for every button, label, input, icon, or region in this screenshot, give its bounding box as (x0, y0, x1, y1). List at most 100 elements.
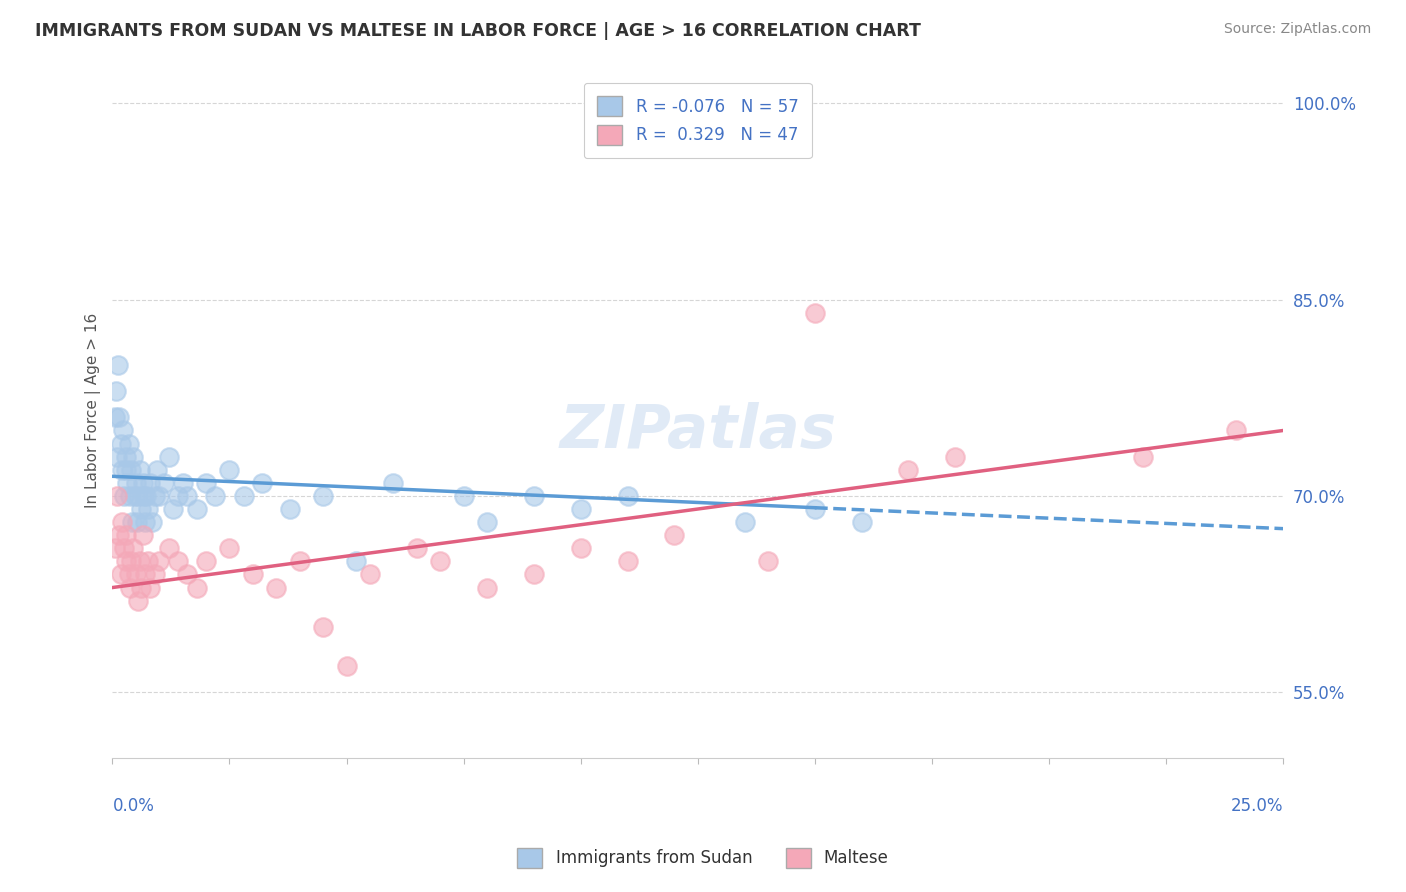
Point (186, 502, 208, 516)
Text: ZIPatlas: ZIPatlas (560, 402, 837, 461)
Point (122, 541, 145, 556)
Y-axis label: In Labor Force | Age > 16: In Labor Force | Age > 16 (86, 313, 101, 508)
Point (107, 358, 129, 372)
Point (127, 593, 149, 607)
Point (523, 489, 546, 503)
Point (139, 475, 162, 490)
Point (129, 581, 152, 595)
Point (105, 450, 128, 464)
Point (118, 436, 141, 450)
Point (1132, 450, 1154, 464)
Point (804, 306, 827, 320)
Point (136, 554, 159, 568)
Point (127, 489, 149, 503)
Point (128, 554, 150, 568)
Point (121, 515, 143, 529)
Point (114, 554, 136, 568)
Point (134, 489, 156, 503)
Point (132, 475, 155, 490)
Point (143, 489, 166, 503)
Point (115, 528, 138, 542)
Point (195, 475, 218, 490)
Point (118, 567, 141, 582)
Point (312, 489, 335, 503)
Point (124, 489, 146, 503)
Point (105, 489, 128, 503)
Point (475, 581, 498, 595)
Point (252, 475, 274, 490)
Text: 0.0%: 0.0% (112, 797, 155, 814)
Point (122, 450, 145, 464)
Point (110, 567, 132, 582)
Point (120, 554, 142, 568)
Point (120, 489, 142, 503)
Point (943, 450, 966, 464)
Point (218, 541, 240, 556)
Point (734, 515, 756, 529)
Point (280, 502, 302, 516)
Point (143, 567, 166, 582)
Point (1225, 424, 1247, 438)
Point (125, 475, 148, 490)
Point (569, 541, 592, 556)
Point (111, 424, 134, 438)
Point (111, 515, 134, 529)
Point (616, 554, 638, 568)
Point (344, 554, 367, 568)
Point (569, 502, 592, 516)
Point (157, 450, 180, 464)
Point (162, 502, 184, 516)
Point (112, 541, 135, 556)
Point (756, 554, 779, 568)
Point (105, 384, 128, 399)
Point (359, 567, 381, 582)
Point (110, 436, 132, 450)
Text: 25.0%: 25.0% (1230, 797, 1284, 814)
Point (186, 581, 208, 595)
Point (134, 515, 156, 529)
Point (153, 475, 176, 490)
Point (242, 567, 264, 582)
Text: IMMIGRANTS FROM SUDAN VS MALTESE IN LABOR FORCE | AGE > 16 CORRELATION CHART: IMMIGRANTS FROM SUDAN VS MALTESE IN LABO… (35, 22, 921, 40)
Legend: R = -0.076   N = 57, R =  0.329   N = 47: R = -0.076 N = 57, R = 0.329 N = 47 (583, 83, 811, 159)
Point (616, 489, 638, 503)
Point (132, 528, 155, 542)
Point (523, 567, 546, 582)
Point (108, 528, 131, 542)
Point (120, 463, 142, 477)
Point (167, 489, 190, 503)
Point (266, 581, 288, 595)
Point (125, 515, 148, 529)
Point (112, 489, 135, 503)
Point (141, 515, 163, 529)
Point (851, 515, 873, 529)
Point (382, 475, 405, 490)
Point (475, 515, 498, 529)
Point (117, 475, 139, 490)
Point (195, 554, 218, 568)
Point (218, 463, 240, 477)
Point (111, 463, 134, 477)
Point (897, 463, 920, 477)
Point (134, 567, 156, 582)
Point (120, 581, 142, 595)
Point (104, 410, 127, 425)
Point (176, 567, 198, 582)
Point (146, 463, 169, 477)
Point (453, 489, 475, 503)
Point (172, 475, 194, 490)
Point (288, 554, 311, 568)
Point (335, 659, 357, 673)
Point (139, 581, 162, 595)
Point (148, 489, 170, 503)
Legend: Immigrants from Sudan, Maltese: Immigrants from Sudan, Maltese (510, 841, 896, 875)
Point (312, 620, 335, 634)
Point (157, 541, 180, 556)
Point (128, 463, 150, 477)
Point (136, 502, 159, 516)
Point (664, 528, 686, 542)
Point (135, 489, 157, 503)
Point (429, 554, 451, 568)
Point (114, 463, 136, 477)
Point (176, 489, 198, 503)
